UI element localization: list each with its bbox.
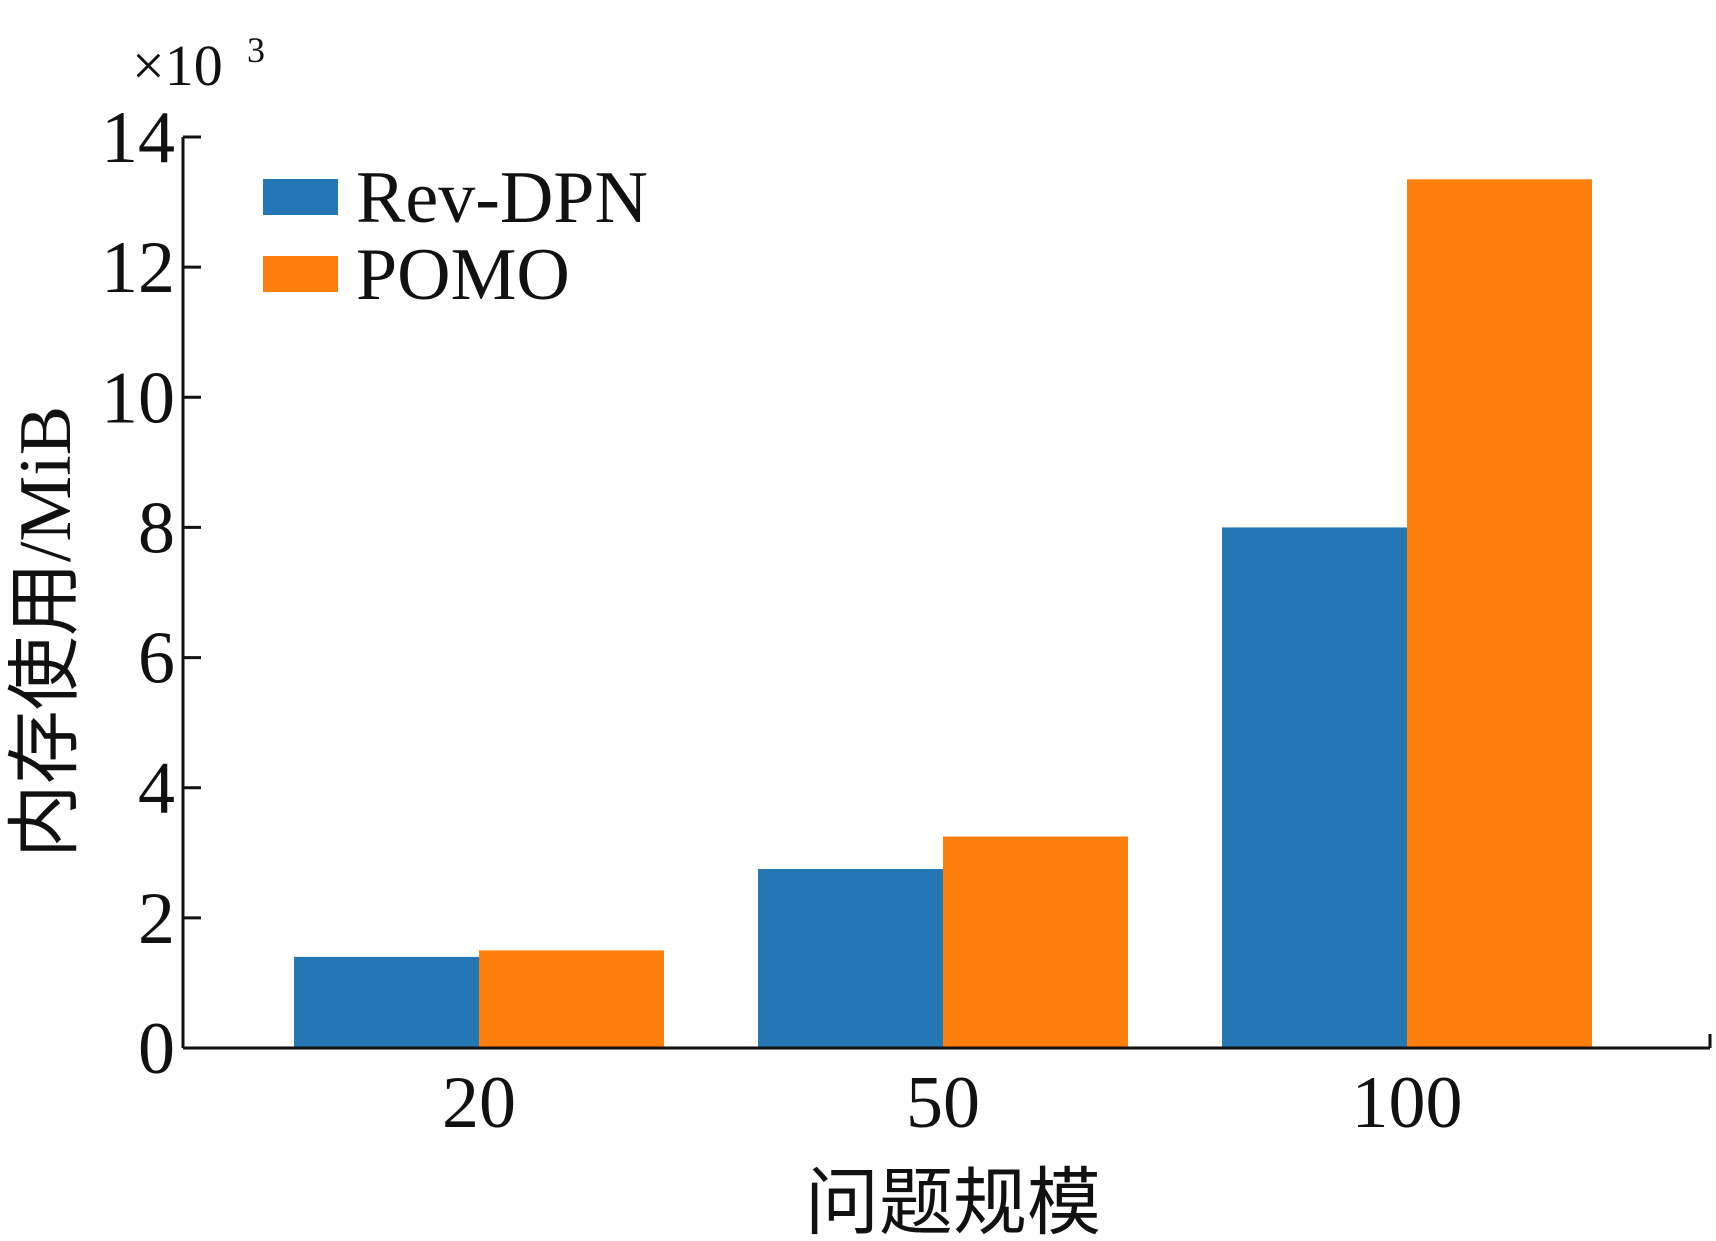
legend-label-pomo: POMO: [356, 234, 570, 316]
y-multiplier: ×10 3: [132, 30, 265, 98]
y-tick-label: 2: [138, 878, 175, 960]
y-tick-label: 12: [101, 227, 175, 309]
y-tick-label: 0: [138, 1008, 175, 1090]
bar-pomo-100: [1407, 179, 1592, 1048]
x-axis-title: 问题规模: [805, 1163, 1101, 1241]
bar-pomo-50: [943, 836, 1128, 1048]
legend-label-rev-dpn: Rev-DPN: [356, 157, 648, 239]
y-tick-label: 6: [138, 618, 175, 700]
x-tick-label: 50: [906, 1062, 980, 1144]
legend-swatch-pomo: [263, 256, 338, 292]
bars-layer: [294, 179, 1592, 1048]
y-tick-label: 10: [101, 357, 175, 439]
axes-layer: [181, 137, 1712, 1050]
ticks-layer: 0 2 4 6 8 10 12 14 20 50 100: [101, 97, 1463, 1144]
y-tick-label: 4: [138, 748, 175, 830]
bar-pomo-20: [479, 950, 664, 1048]
bar-rev-dpn-100: [1222, 527, 1407, 1048]
y-axis-title: 内存使用/MiB: [5, 406, 87, 858]
y-tick-label: 14: [101, 97, 175, 179]
x-tick-label: 100: [1352, 1062, 1463, 1144]
y-multiplier-base: ×10: [132, 33, 223, 98]
bar-rev-dpn-20: [294, 956, 479, 1048]
y-multiplier-exponent: 3: [247, 30, 265, 70]
legend-swatch-rev-dpn: [263, 179, 338, 215]
bar-rev-dpn-50: [758, 869, 943, 1048]
y-tick-label: 8: [138, 487, 175, 569]
legend: Rev-DPN POMO: [263, 157, 648, 316]
x-tick-label: 20: [442, 1062, 516, 1144]
